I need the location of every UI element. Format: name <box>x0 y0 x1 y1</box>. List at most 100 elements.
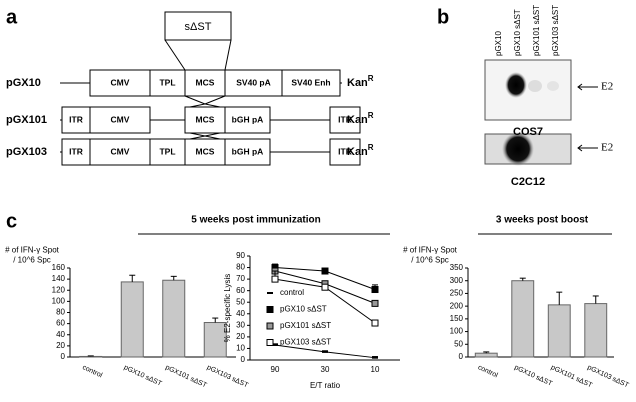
y-tick-label: 90 <box>236 251 245 260</box>
element-box <box>184 106 226 134</box>
point <box>322 350 328 353</box>
y-axis-label: / 10^6 Spc <box>13 256 51 265</box>
element-box <box>149 138 186 166</box>
y-tick-label: 50 <box>454 339 463 348</box>
panel-label: b <box>437 6 449 28</box>
y-tick-label: 40 <box>236 309 245 318</box>
x-tick-label: control <box>477 364 499 379</box>
lane-label: pGX10 <box>494 31 503 56</box>
x-tick-label: 30 <box>321 365 330 374</box>
element-label: ITR <box>69 146 83 156</box>
point <box>371 299 379 307</box>
y-tick-label: 30 <box>236 320 245 329</box>
element-box <box>224 69 283 97</box>
point <box>321 267 329 275</box>
y-axis-label: % E2-specific Lysis <box>223 274 232 343</box>
band <box>502 132 534 166</box>
panel-label: a <box>6 6 18 28</box>
y-tick-label: 60 <box>236 286 245 295</box>
y-tick-label: 120 <box>52 285 66 294</box>
bar <box>547 304 571 358</box>
x-tick-label: 90 <box>271 365 280 374</box>
element-label: SV40 Enh <box>291 77 330 87</box>
y-tick-label: 10 <box>236 344 245 353</box>
arrow <box>577 144 583 152</box>
y-axis-label: # of IFN-γ Spot <box>403 246 458 255</box>
y-tick-label: 80 <box>56 308 65 317</box>
y-tick-label: 60 <box>56 319 65 328</box>
connector <box>164 39 186 71</box>
blot <box>484 59 572 121</box>
x-tick-label: pGX101 sΔST <box>164 364 208 390</box>
marker-label: KanR <box>347 111 374 126</box>
marker-sup: R <box>368 74 374 83</box>
construct-name: pGX101 <box>6 114 47 126</box>
bar <box>584 303 608 358</box>
y-tick-label: 160 <box>52 263 66 272</box>
element-label: CMV <box>111 146 130 156</box>
bar <box>511 280 535 358</box>
connector <box>224 39 232 71</box>
element-label: CMV <box>111 114 130 124</box>
y-tick-label: 140 <box>52 274 66 283</box>
insert-box <box>164 11 232 41</box>
point <box>371 319 379 327</box>
element-label: ITR <box>69 114 83 124</box>
marker-sup: R <box>368 143 374 152</box>
bar <box>79 355 103 358</box>
bar <box>162 279 186 358</box>
x-tick-label: control <box>81 364 103 379</box>
band <box>528 80 542 92</box>
y-tick-label: 70 <box>236 274 245 283</box>
y-tick-label: 150 <box>450 314 464 323</box>
y-tick-label: 0 <box>61 352 66 361</box>
connector <box>184 95 207 109</box>
legend-marker <box>266 322 274 330</box>
blot-label: C2C12 <box>511 176 545 188</box>
group-title: 5 weeks post immunization <box>191 215 320 226</box>
legend-marker <box>266 306 274 313</box>
element-label: ITR <box>338 146 352 156</box>
element-label: TPL <box>159 77 175 87</box>
element-label: ITR <box>338 114 352 124</box>
insert-label: sΔST <box>185 21 212 33</box>
legend-label: control <box>280 288 304 297</box>
x-tick-label: 10 <box>371 365 380 374</box>
legend-label: pGX103 sΔST <box>280 338 331 347</box>
x-tick-label: pGX10 sΔST <box>123 364 164 388</box>
panel-label: c <box>6 210 17 232</box>
element-label: TPL <box>159 146 175 156</box>
element-box <box>89 106 151 134</box>
point <box>271 275 279 283</box>
y-tick-label: 40 <box>56 330 65 339</box>
construct-name: pGX103 <box>6 146 47 158</box>
legend-marker <box>267 292 273 294</box>
group-title: 3 weeks post boost <box>496 215 589 226</box>
y-tick-label: 350 <box>450 263 464 272</box>
y-tick-label: 20 <box>236 332 245 341</box>
y-tick-label: 20 <box>56 341 65 350</box>
marker-sup: R <box>368 111 374 120</box>
point <box>272 343 278 346</box>
y-axis-label: / 10^6 Spc <box>411 256 449 265</box>
blot-label: COS7 <box>513 126 543 138</box>
point <box>371 286 379 294</box>
element-label: SV40 pA <box>236 77 271 87</box>
element-label: MCS <box>196 146 215 156</box>
element-box <box>184 138 226 166</box>
x-tick-label: pGX103 sΔST <box>586 364 630 390</box>
y-tick-label: 50 <box>236 297 245 306</box>
y-tick-label: 300 <box>450 276 464 285</box>
element-label: CMV <box>111 77 130 87</box>
point <box>372 356 378 359</box>
band-label: E2 <box>601 142 613 154</box>
element-box <box>89 69 151 97</box>
marker: Kan <box>347 146 368 158</box>
marker-label: KanR <box>347 74 374 89</box>
band <box>505 72 527 98</box>
legend-marker <box>266 339 274 346</box>
band <box>547 81 559 91</box>
y-tick-label: 250 <box>450 289 464 298</box>
